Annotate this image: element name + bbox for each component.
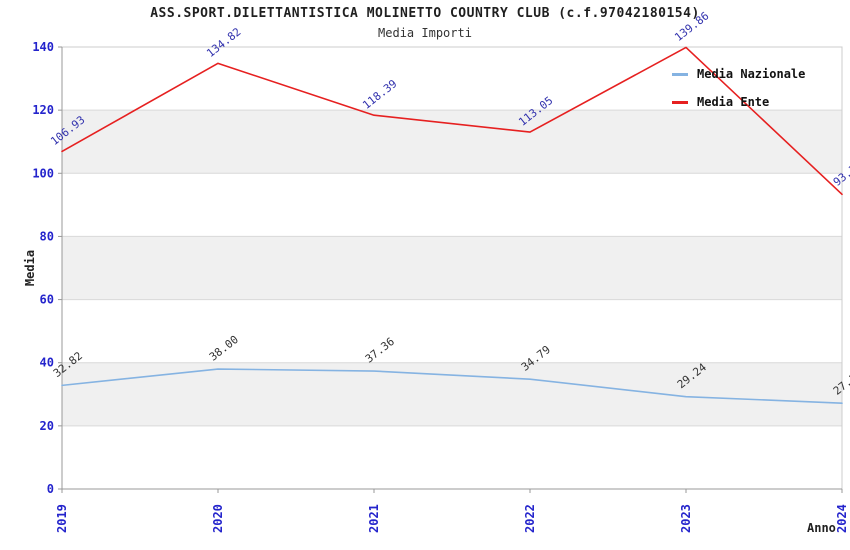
legend-item-media-nazionale: Media Nazionale [672, 60, 805, 88]
chart-title: ASS.SPORT.DILETTANTISTICA MOLINETTO COUN… [150, 6, 700, 21]
legend: Media Nazionale Media Ente [672, 60, 805, 116]
y-tick-label: 40 [40, 356, 54, 370]
grid-band [62, 236, 842, 300]
y-axis-title: Media [23, 249, 37, 287]
point-label: 118.39 [360, 77, 399, 112]
point-label: 139.86 [672, 9, 711, 44]
y-tick-label: 0 [47, 482, 54, 496]
series-line-media-ente [61, 46, 843, 196]
chart-subtitle: Media Importi [378, 26, 472, 40]
series-line-media-nazionale [61, 368, 843, 404]
point-label: 38.00 [207, 333, 241, 364]
grid-band [62, 110, 842, 174]
y-tick-label: 80 [40, 229, 54, 243]
x-axis-title: Anno [807, 521, 836, 535]
point-label: 37.36 [363, 335, 397, 366]
y-tick-label: 140 [32, 40, 54, 54]
y-tick-label: 100 [32, 166, 54, 180]
x-tick-label: 2022 [523, 504, 537, 533]
point-label: 134.82 [204, 25, 243, 60]
legend-item-media-ente: Media Ente [672, 88, 805, 116]
legend-swatch-media-nazionale-icon [672, 72, 688, 76]
x-tick-label: 2023 [679, 504, 693, 533]
y-tick-label: 120 [32, 103, 54, 117]
x-tick-label: 2021 [367, 504, 381, 533]
x-tick-label: 2024 [835, 504, 849, 533]
x-tick-label: 2019 [55, 504, 69, 533]
legend-label-media-nazionale: Media Nazionale [697, 67, 806, 81]
legend-label-media-ente: Media Ente [697, 95, 770, 109]
y-tick-label: 60 [40, 293, 54, 307]
legend-swatch-media-ente-icon [672, 100, 688, 104]
grid-band [62, 362, 842, 426]
y-tick-label: 20 [40, 419, 54, 433]
x-tick-label: 2020 [211, 504, 225, 533]
